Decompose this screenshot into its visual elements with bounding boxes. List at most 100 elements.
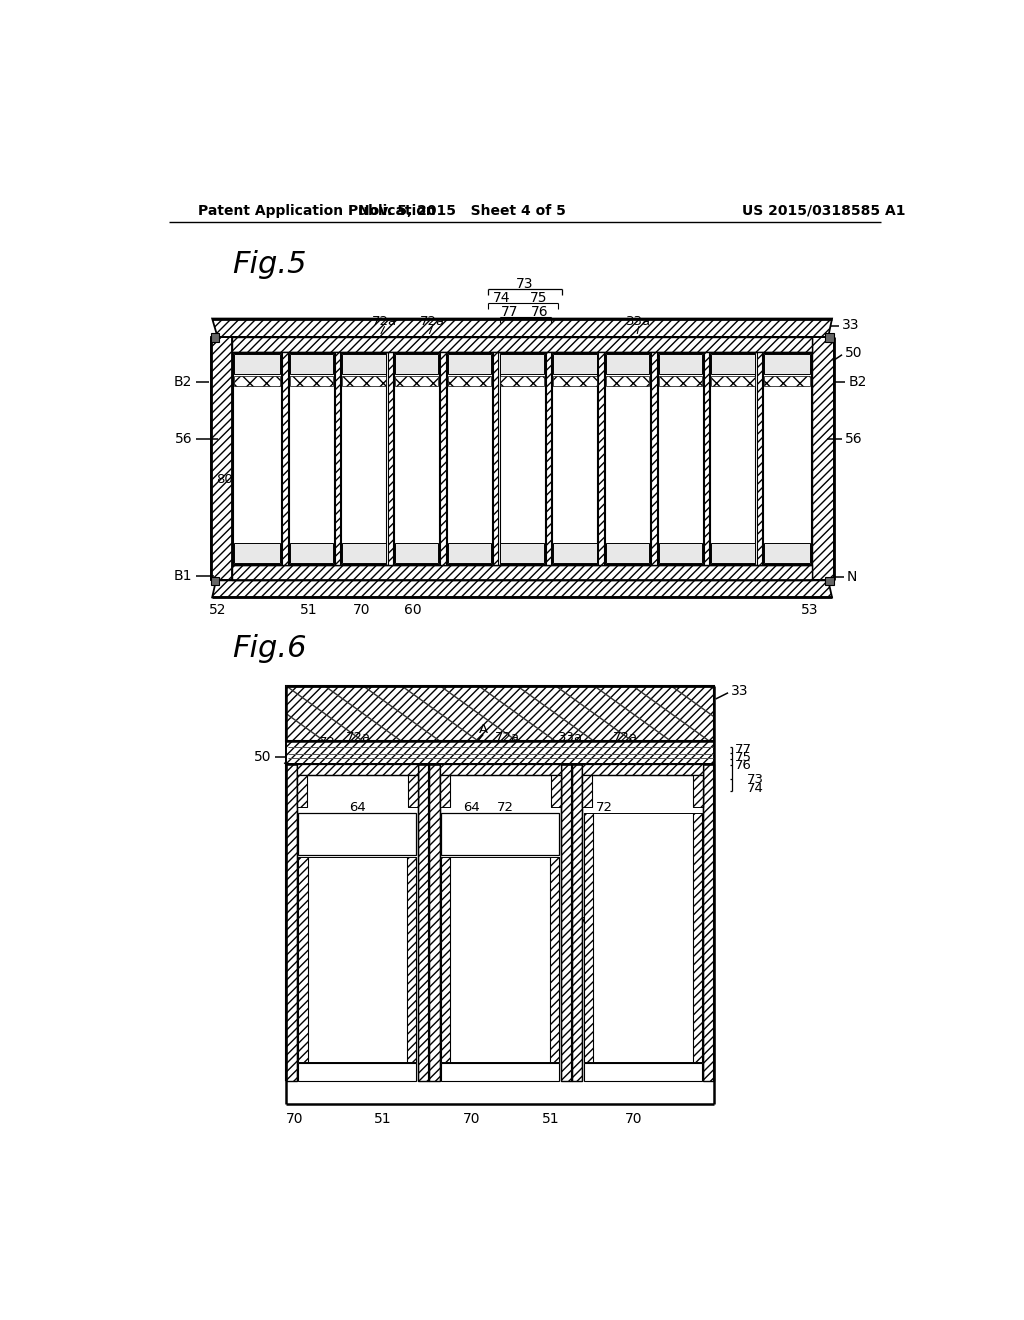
Text: 72a: 72a bbox=[346, 731, 371, 744]
Bar bbox=[825, 577, 834, 585]
Text: B2: B2 bbox=[174, 375, 193, 388]
Text: Patent Application Publication: Patent Application Publication bbox=[199, 203, 436, 218]
Text: 72: 72 bbox=[538, 338, 555, 351]
Text: 71: 71 bbox=[471, 446, 487, 459]
Bar bbox=[712, 376, 755, 385]
Text: 72a: 72a bbox=[372, 315, 397, 329]
Bar bbox=[286, 686, 714, 742]
Text: 51: 51 bbox=[375, 1113, 392, 1126]
Text: 73: 73 bbox=[516, 277, 534, 290]
Text: 60: 60 bbox=[349, 813, 367, 825]
Bar bbox=[211, 337, 232, 581]
Bar bbox=[441, 813, 559, 855]
Bar bbox=[446, 354, 492, 564]
Bar bbox=[552, 354, 597, 564]
Text: 70: 70 bbox=[463, 1113, 480, 1126]
Bar bbox=[500, 354, 545, 564]
Text: 65: 65 bbox=[349, 554, 367, 566]
Bar bbox=[297, 764, 418, 775]
Text: N: N bbox=[847, 569, 857, 583]
Text: B1: B1 bbox=[174, 569, 193, 582]
Bar bbox=[825, 333, 834, 342]
Bar bbox=[441, 857, 451, 1061]
Text: 33a: 33a bbox=[558, 731, 584, 744]
Text: 53: 53 bbox=[801, 603, 818, 616]
Text: 70: 70 bbox=[353, 603, 371, 616]
Bar bbox=[593, 813, 692, 1061]
Bar bbox=[553, 376, 597, 385]
Text: 71: 71 bbox=[329, 413, 345, 426]
Bar bbox=[298, 813, 417, 855]
Text: 72a: 72a bbox=[420, 315, 445, 329]
Text: 71: 71 bbox=[578, 916, 595, 929]
Bar bbox=[408, 775, 418, 807]
Text: 72a: 72a bbox=[496, 731, 520, 744]
Bar bbox=[388, 352, 393, 565]
Bar bbox=[395, 544, 438, 564]
Bar bbox=[711, 354, 756, 564]
Text: 74: 74 bbox=[493, 290, 510, 305]
Bar bbox=[289, 354, 334, 564]
Bar bbox=[757, 352, 762, 565]
Bar bbox=[211, 577, 219, 585]
Bar bbox=[232, 337, 812, 352]
Bar bbox=[342, 354, 386, 374]
Bar bbox=[561, 764, 571, 1081]
Bar bbox=[764, 544, 810, 564]
Bar bbox=[658, 544, 702, 564]
Text: 60: 60 bbox=[404, 603, 422, 616]
Bar bbox=[307, 857, 408, 1061]
Bar bbox=[234, 354, 281, 374]
Bar bbox=[418, 764, 429, 1081]
Bar bbox=[441, 1063, 559, 1081]
Text: B2: B2 bbox=[848, 375, 866, 388]
Text: 64: 64 bbox=[463, 801, 480, 814]
Bar bbox=[447, 544, 492, 564]
Text: 73: 73 bbox=[746, 772, 764, 785]
Bar bbox=[440, 352, 445, 565]
Bar bbox=[233, 354, 281, 564]
Bar bbox=[584, 813, 593, 1061]
Text: 33: 33 bbox=[731, 684, 749, 698]
Bar bbox=[447, 376, 492, 385]
Bar bbox=[657, 354, 702, 564]
Text: 64: 64 bbox=[250, 358, 267, 371]
Bar bbox=[583, 764, 703, 775]
Bar bbox=[283, 352, 288, 565]
Bar bbox=[703, 352, 710, 565]
Text: 72: 72 bbox=[336, 338, 353, 351]
Bar bbox=[550, 857, 559, 1061]
Bar bbox=[297, 775, 307, 807]
Bar bbox=[553, 354, 597, 374]
Bar bbox=[439, 764, 561, 775]
Text: 60: 60 bbox=[463, 813, 480, 825]
Bar bbox=[606, 376, 649, 385]
Text: 56: 56 bbox=[845, 433, 863, 446]
Bar bbox=[342, 544, 386, 564]
Bar bbox=[290, 544, 333, 564]
Bar bbox=[395, 376, 438, 385]
Bar bbox=[546, 352, 551, 565]
Bar bbox=[712, 354, 755, 374]
Text: A: A bbox=[478, 723, 487, 737]
Text: 50: 50 bbox=[845, 346, 862, 360]
Text: 72: 72 bbox=[497, 801, 514, 814]
Bar bbox=[692, 813, 701, 1061]
Bar bbox=[298, 1063, 417, 1081]
Bar bbox=[234, 376, 281, 385]
Bar bbox=[658, 376, 702, 385]
Text: Fig.6: Fig.6 bbox=[232, 635, 307, 664]
Bar bbox=[693, 775, 703, 807]
Text: 51: 51 bbox=[300, 603, 318, 616]
Bar bbox=[439, 775, 450, 807]
Bar bbox=[342, 376, 386, 385]
Text: 80: 80 bbox=[216, 473, 233, 486]
Bar bbox=[605, 354, 650, 564]
Bar bbox=[408, 857, 417, 1061]
Bar bbox=[501, 376, 544, 385]
Bar bbox=[493, 352, 499, 565]
Bar bbox=[290, 354, 333, 374]
Text: 71: 71 bbox=[288, 413, 304, 426]
Text: 64: 64 bbox=[303, 358, 319, 371]
Bar bbox=[501, 544, 544, 564]
